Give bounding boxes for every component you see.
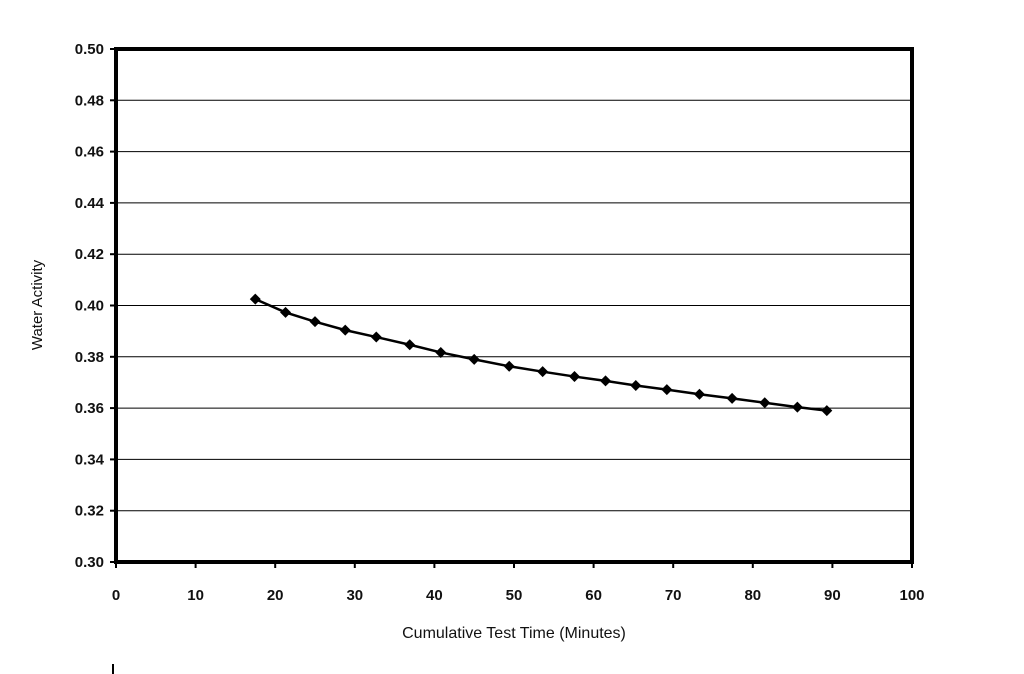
y-tick-label: 0.36	[75, 400, 104, 417]
data-point-marker	[759, 397, 771, 409]
data-point-marker	[693, 388, 705, 400]
x-tick-label: 50	[506, 587, 523, 604]
x-tick-label: 10	[187, 587, 204, 604]
y-tick-label: 0.46	[75, 144, 104, 161]
y-tick-label: 0.38	[75, 349, 104, 366]
y-tick-label: 0.34	[75, 451, 105, 468]
y-axis-title: Water Activity	[29, 259, 46, 350]
x-tick-label: 20	[267, 587, 284, 604]
x-axis-title: Cumulative Test Time (Minutes)	[402, 625, 626, 642]
y-tick-label: 0.30	[75, 554, 104, 571]
data-point-marker	[537, 366, 549, 378]
x-tick-label: 100	[899, 587, 924, 604]
series-line	[254, 297, 827, 412]
x-axis-ticks: 0 10 20 30 40 50 60 70 80 90 100	[112, 562, 925, 604]
data-point-marker	[726, 392, 738, 404]
x-tick-label: 60	[585, 587, 602, 604]
data-point-marker	[791, 401, 803, 413]
gridlines	[116, 99, 912, 512]
y-tick-label: 0.40	[75, 298, 104, 315]
y-tick-label: 0.42	[75, 246, 104, 263]
x-tick-label: 0	[112, 587, 120, 604]
data-point-marker	[309, 316, 321, 328]
data-point-marker	[630, 380, 642, 392]
data-point-marker	[404, 339, 416, 351]
y-tick-label: 0.50	[75, 41, 104, 58]
data-point-marker	[600, 375, 612, 387]
series-group	[249, 293, 833, 417]
data-point-marker	[821, 405, 833, 417]
x-tick-label: 40	[426, 587, 443, 604]
data-point-marker	[435, 346, 447, 358]
y-tick-label: 0.44	[75, 195, 105, 212]
y-tick-label: 0.32	[75, 503, 104, 520]
x-tick-label: 90	[824, 587, 841, 604]
data-point-marker	[503, 360, 515, 372]
data-point-marker	[568, 371, 580, 383]
data-point-marker	[468, 353, 480, 365]
data-point-marker	[280, 306, 292, 318]
x-tick-label: 80	[744, 587, 761, 604]
y-axis-ticks: 0.30 0.32 0.34 0.36 0.38 0.40 0.42 0.44 0.46 0.48…	[75, 41, 116, 571]
data-point-marker	[661, 384, 673, 396]
data-point-marker	[339, 324, 351, 336]
y-tick-label: 0.48	[75, 92, 104, 109]
x-tick-label: 70	[665, 587, 682, 604]
data-point-marker	[249, 293, 261, 305]
data-point-marker	[370, 331, 382, 343]
x-tick-label: 30	[346, 587, 363, 604]
